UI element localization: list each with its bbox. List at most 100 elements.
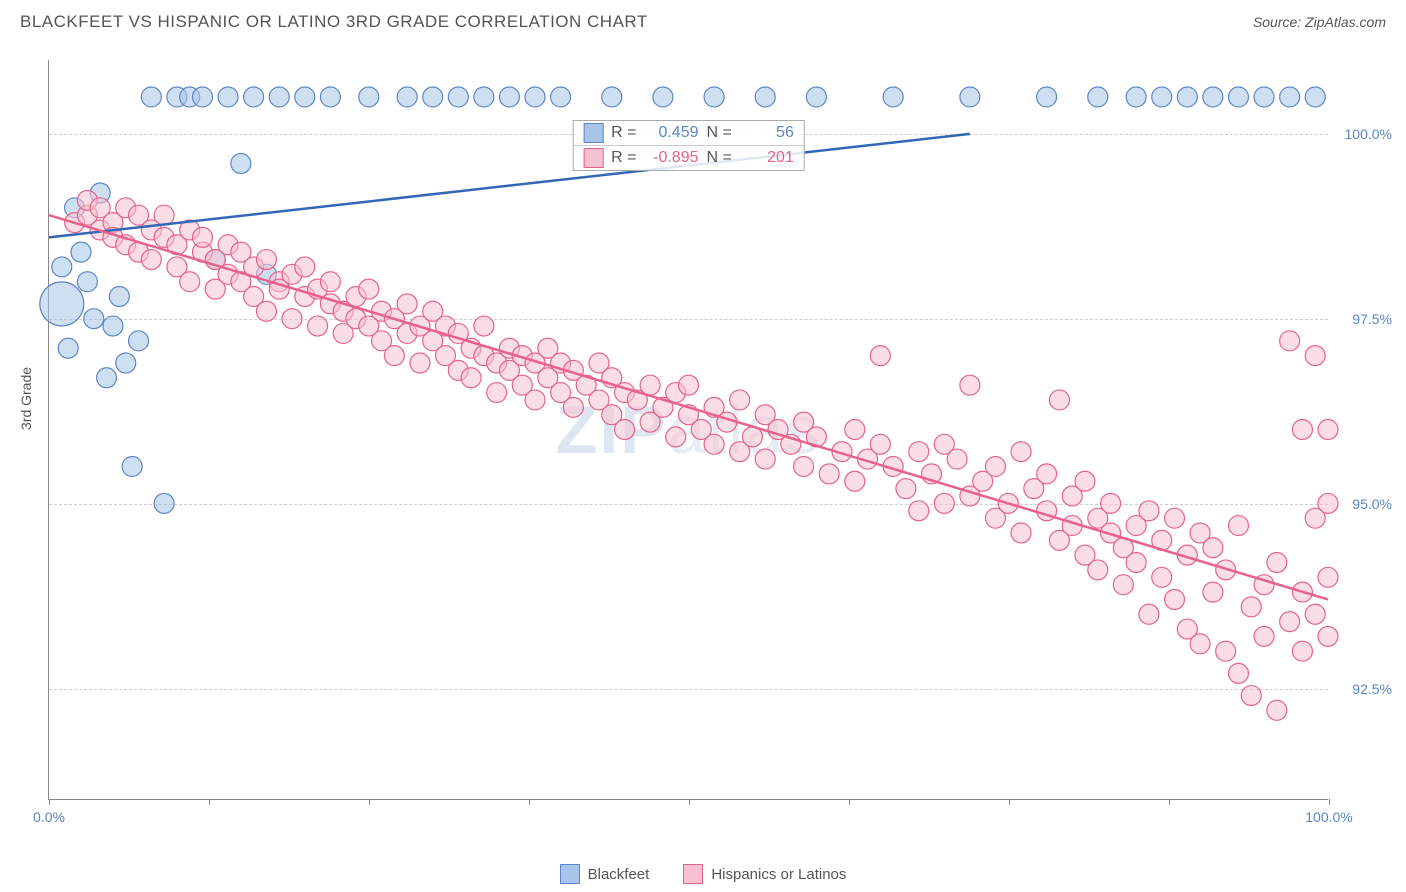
- scatter-point: [1088, 560, 1108, 580]
- scatter-point: [1280, 331, 1300, 351]
- scatter-point: [525, 87, 545, 107]
- scatter-point: [320, 87, 340, 107]
- scatter-point: [870, 346, 890, 366]
- scatter-point: [1228, 663, 1248, 683]
- scatter-point: [1203, 87, 1223, 107]
- scatter-point: [563, 397, 583, 417]
- scatter-point: [474, 316, 494, 336]
- scatter-point: [525, 390, 545, 410]
- scatter-point: [1292, 641, 1312, 661]
- x-tick: [209, 799, 210, 805]
- scatter-point: [794, 456, 814, 476]
- scatter-point: [256, 301, 276, 321]
- n-value-hispanics: 201: [740, 149, 794, 167]
- scatter-point: [960, 375, 980, 395]
- x-tick: [849, 799, 850, 805]
- scatter-point: [1241, 686, 1261, 706]
- y-axis-title: 3rd Grade: [18, 367, 34, 430]
- scatter-point: [909, 501, 929, 521]
- scatter-point: [52, 257, 72, 277]
- scatter-point: [806, 87, 826, 107]
- scatter-point: [870, 434, 890, 454]
- scatter-point: [103, 316, 123, 336]
- scatter-point: [1139, 604, 1159, 624]
- stats-row-blackfeet: R = 0.459 N = 56: [573, 121, 804, 145]
- scatter-point: [1267, 700, 1287, 720]
- scatter-point: [1280, 612, 1300, 632]
- scatter-point: [282, 309, 302, 329]
- bottom-legend: Blackfeet Hispanics or Latinos: [0, 864, 1406, 884]
- scatter-point: [410, 353, 430, 373]
- chart-title: BLACKFEET VS HISPANIC OR LATINO 3RD GRAD…: [20, 12, 648, 32]
- scatter-point: [448, 87, 468, 107]
- scatter-point: [883, 87, 903, 107]
- scatter-point: [1280, 87, 1300, 107]
- scatter-point: [666, 427, 686, 447]
- scatter-point: [1075, 471, 1095, 491]
- scatter-point: [1037, 464, 1057, 484]
- x-tick: [369, 799, 370, 805]
- scatter-point: [244, 87, 264, 107]
- scatter-point: [704, 434, 724, 454]
- r-label: R =: [611, 149, 636, 167]
- x-tick: [49, 799, 50, 805]
- scatter-point: [1305, 346, 1325, 366]
- scatter-point: [192, 227, 212, 247]
- regression-line: [49, 215, 1328, 599]
- regression-line: [49, 134, 970, 237]
- scatter-point: [1126, 87, 1146, 107]
- scatter-point: [116, 353, 136, 373]
- scatter-point: [77, 272, 97, 292]
- scatter-point: [1318, 567, 1338, 587]
- scatter-point: [896, 479, 916, 499]
- scatter-point: [192, 87, 212, 107]
- scatter-point: [1305, 87, 1325, 107]
- scatter-point: [154, 205, 174, 225]
- scatter-point: [551, 87, 571, 107]
- scatter-point: [909, 442, 929, 462]
- scatter-point: [1165, 589, 1185, 609]
- scatter-point: [231, 153, 251, 173]
- scatter-point: [845, 420, 865, 440]
- scatter-point: [1113, 575, 1133, 595]
- scatter-point: [397, 294, 417, 314]
- scatter-point: [1177, 87, 1197, 107]
- scatter-point: [397, 87, 417, 107]
- r-label: R =: [611, 124, 636, 142]
- scatter-point: [308, 316, 328, 336]
- r-value-blackfeet: 0.459: [645, 124, 699, 142]
- y-tick-label: 97.5%: [1352, 311, 1392, 327]
- scatter-point: [1165, 508, 1185, 528]
- scatter-point: [154, 493, 174, 513]
- scatter-point: [129, 331, 149, 351]
- scatter-point: [84, 309, 104, 329]
- scatter-point: [1088, 87, 1108, 107]
- scatter-point: [1152, 567, 1172, 587]
- scatter-point: [109, 286, 129, 306]
- n-label: N =: [707, 149, 732, 167]
- scatter-point: [755, 449, 775, 469]
- scatter-point: [320, 272, 340, 292]
- scatter-point: [615, 420, 635, 440]
- y-tick-label: 100.0%: [1345, 126, 1392, 142]
- scatter-point: [71, 242, 91, 262]
- scatter-point: [1037, 87, 1057, 107]
- x-tick-label: 100.0%: [1305, 809, 1352, 825]
- scatter-point: [845, 471, 865, 491]
- scatter-point: [1011, 442, 1031, 462]
- swatch-hispanics: [583, 148, 603, 168]
- scatter-point: [704, 87, 724, 107]
- scatter-point: [474, 87, 494, 107]
- scatter-point: [1254, 626, 1274, 646]
- scatter-point: [256, 250, 276, 270]
- scatter-point: [269, 87, 289, 107]
- scatter-point: [295, 87, 315, 107]
- scatter-point: [1254, 87, 1274, 107]
- n-label: N =: [707, 124, 732, 142]
- scatter-point: [1203, 538, 1223, 558]
- plot-area: ZIPatlas 92.5%95.0%97.5%100.0% 0.0%100.0…: [48, 60, 1328, 800]
- scatter-point: [1267, 553, 1287, 573]
- scatter-point: [960, 87, 980, 107]
- legend-label-hispanics: Hispanics or Latinos: [711, 866, 846, 883]
- x-tick: [1329, 799, 1330, 805]
